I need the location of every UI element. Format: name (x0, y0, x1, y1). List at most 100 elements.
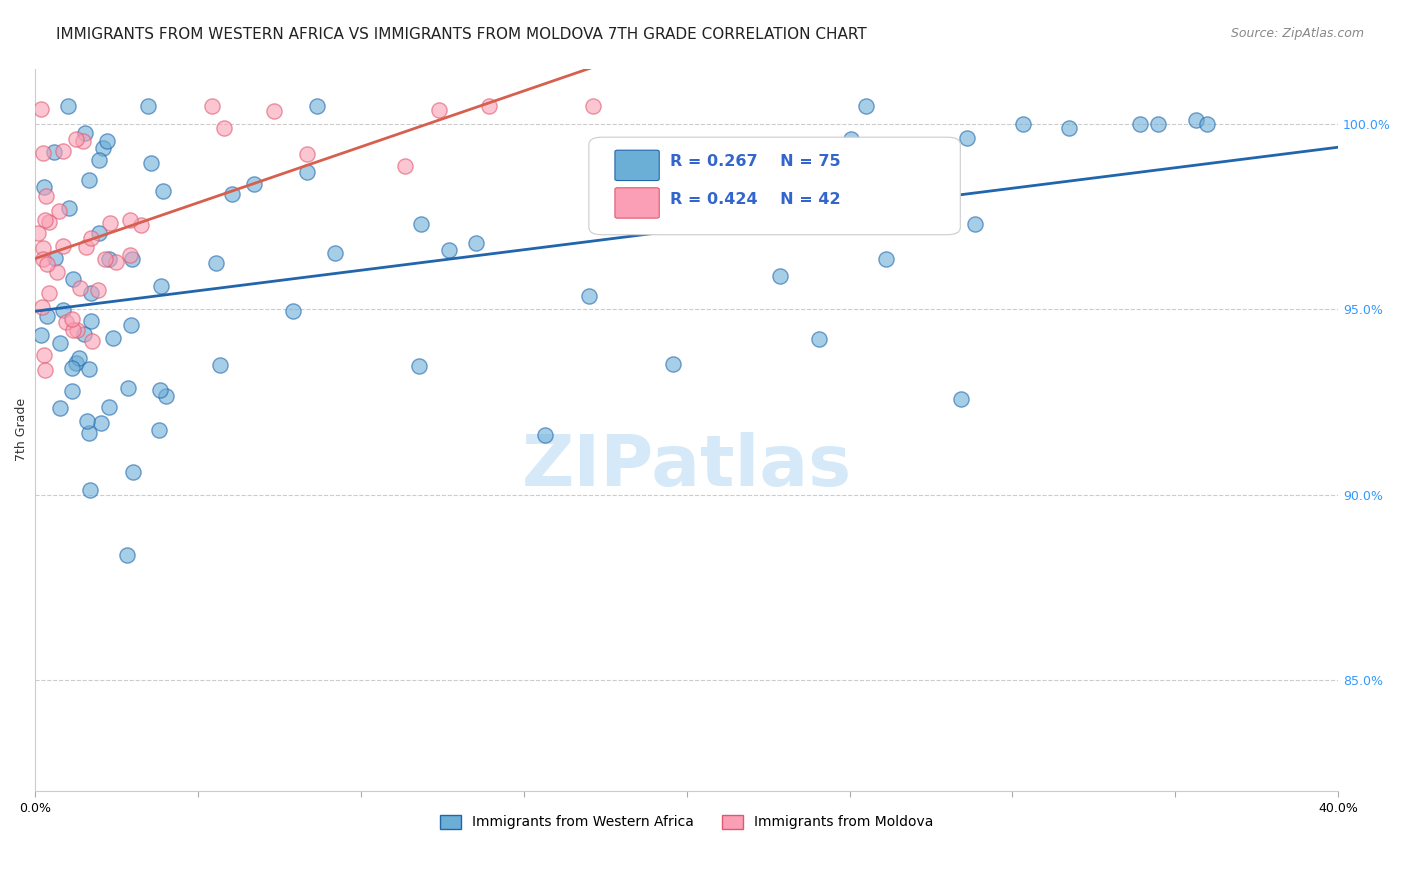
Point (325, 246, 347, 260)
Point (56, 98, 79, 112)
Point (1011, 117, 1033, 131)
Point (87, 226, 110, 240)
Point (80, 313, 103, 327)
Point (408, 359, 430, 373)
Point (152, 184, 174, 198)
Point (60, 360, 83, 375)
Point (79, 483, 101, 498)
Point (149, 383, 172, 397)
Point (98, 252, 121, 266)
Point (117, 381, 139, 395)
Point (48, 204, 70, 219)
Point (115, 548, 138, 562)
Point (73, 126, 96, 140)
Point (305, 98, 328, 112)
Point (31, 252, 53, 266)
Point (578, 289, 600, 303)
Point (141, 156, 163, 170)
Point (35, 189, 58, 203)
Point (34, 213, 56, 227)
Point (437, 243, 460, 257)
Point (77, 173, 100, 187)
Point (478, 98, 501, 112)
Point (148, 423, 170, 437)
Point (69, 280, 91, 294)
Point (90, 417, 112, 431)
Text: IMMIGRANTS FROM WESTERN AFRICA VS IMMIGRANTS FROM MOLDOVA 7TH GRADE CORRELATION : IMMIGRANTS FROM WESTERN AFRICA VS IMMIGR… (56, 27, 868, 42)
Point (205, 256, 228, 270)
Point (35, 257, 58, 271)
Point (93, 252, 115, 267)
Point (120, 318, 142, 332)
Text: R = 0.267    N = 75: R = 0.267 N = 75 (669, 154, 841, 169)
Point (58, 201, 80, 215)
Point (263, 103, 285, 118)
FancyBboxPatch shape (589, 137, 960, 235)
Legend: Immigrants from Western Africa, Immigrants from Moldova: Immigrants from Western Africa, Immigran… (434, 809, 939, 835)
Point (98, 400, 121, 414)
FancyBboxPatch shape (614, 188, 659, 219)
Point (52, 239, 75, 253)
Point (118, 248, 141, 262)
Point (956, 130, 979, 145)
Point (30, 328, 52, 343)
Point (31, 241, 53, 255)
Point (77, 362, 100, 376)
Point (963, 217, 986, 231)
Point (855, 98, 877, 112)
Point (281, 303, 304, 318)
Point (49, 401, 72, 415)
Point (464, 236, 486, 251)
Point (1057, 120, 1080, 135)
Point (79, 286, 101, 301)
Point (80, 334, 103, 348)
Point (129, 218, 152, 232)
Point (875, 252, 897, 266)
Point (72, 134, 94, 148)
Text: Source: ZipAtlas.com: Source: ZipAtlas.com (1230, 27, 1364, 40)
Point (1129, 117, 1152, 131)
Point (411, 218, 433, 232)
Point (77, 426, 100, 441)
Point (212, 120, 235, 135)
Point (31, 300, 53, 314)
Point (52, 303, 75, 318)
Text: ZIPatlas: ZIPatlas (522, 432, 852, 500)
Point (49, 335, 72, 350)
Point (1147, 117, 1170, 131)
Point (394, 159, 416, 173)
Y-axis label: 7th Grade: 7th Grade (15, 399, 28, 461)
Point (96, 134, 118, 148)
Point (55, 315, 77, 329)
Point (122, 466, 145, 480)
Point (839, 132, 862, 146)
Point (900, 140, 922, 154)
Point (30, 102, 52, 116)
Point (38, 285, 60, 300)
Point (27, 227, 49, 241)
Point (60, 311, 83, 326)
Point (34, 363, 56, 377)
Point (75, 240, 97, 254)
Point (582, 98, 605, 112)
Point (120, 213, 142, 227)
Point (65, 356, 87, 370)
Point (44, 251, 66, 265)
Point (155, 389, 177, 403)
FancyBboxPatch shape (614, 150, 659, 180)
Point (201, 98, 224, 112)
Point (950, 392, 973, 406)
Point (901, 197, 924, 211)
Point (103, 330, 125, 344)
Point (62, 272, 84, 286)
Point (136, 98, 159, 112)
Point (66, 323, 89, 337)
Point (104, 254, 127, 268)
Point (52, 144, 75, 158)
Point (295, 146, 318, 161)
Point (208, 359, 231, 373)
Point (67, 351, 90, 366)
Point (149, 279, 172, 293)
Point (62, 323, 84, 337)
Point (32, 348, 55, 362)
